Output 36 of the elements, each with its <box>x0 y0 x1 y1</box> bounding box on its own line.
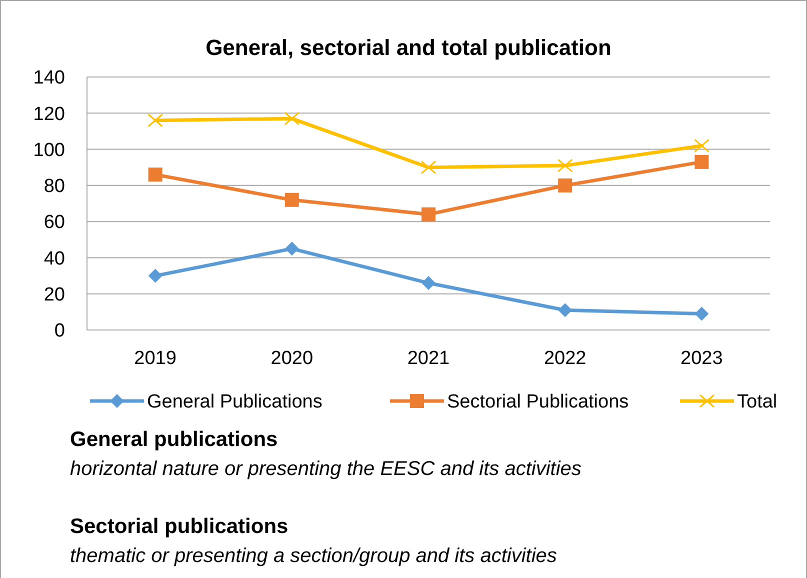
point <box>694 138 710 152</box>
y-tick-label: 80 <box>44 176 65 198</box>
x-tick-label: 2020 <box>270 348 314 369</box>
y-tick-label: 100 <box>33 140 65 161</box>
point <box>694 154 709 169</box>
point <box>694 306 709 321</box>
chart-title: General, sectorial and total publication <box>206 35 612 60</box>
point <box>422 207 436 222</box>
text: horizontal nature or presenting the EESC and its activities <box>70 458 582 480</box>
point <box>420 160 436 174</box>
text: thematic or presenting a section/group and its activities <box>70 545 557 567</box>
text: Sectorial publications <box>70 515 288 538</box>
y-tick-label: 0 <box>54 320 65 342</box>
y-tick-label: 140 <box>33 68 65 89</box>
x-tick-label: 2021 <box>407 348 450 369</box>
y-tick-label: 60 <box>44 212 65 234</box>
point <box>284 242 299 256</box>
point <box>422 276 436 290</box>
point <box>558 178 572 192</box>
x-tick-label: 2023 <box>680 348 723 369</box>
point <box>557 158 573 172</box>
point <box>284 112 300 126</box>
point <box>558 303 572 318</box>
text: General publications <box>70 428 278 451</box>
legend-label: Sectorial Publications <box>447 392 629 413</box>
legend-label: General Publications <box>147 392 322 413</box>
y-tick-label: 40 <box>44 248 65 270</box>
point <box>148 268 162 283</box>
y-tick-label: 20 <box>44 284 65 306</box>
y-tick-label: 120 <box>33 104 65 125</box>
x-tick-label: 2022 <box>544 348 586 369</box>
point <box>284 192 299 207</box>
legend-label: Total <box>737 392 778 413</box>
x-tick-label: 2019 <box>134 348 176 369</box>
point <box>148 168 162 182</box>
point <box>148 114 164 128</box>
